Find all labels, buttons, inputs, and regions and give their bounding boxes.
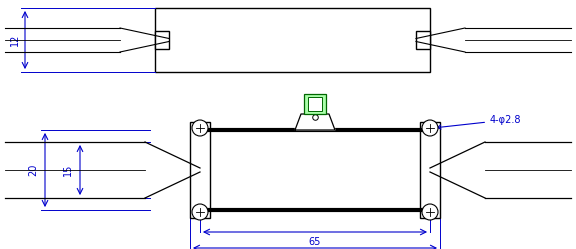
Bar	[155, 31, 169, 49]
Bar	[190, 122, 210, 218]
Bar	[308, 97, 321, 111]
Circle shape	[192, 120, 208, 136]
Text: 12: 12	[10, 34, 20, 46]
Bar	[155, 8, 430, 72]
Circle shape	[422, 120, 438, 136]
Text: 65: 65	[309, 237, 321, 247]
Bar	[420, 122, 440, 218]
Bar	[416, 31, 430, 49]
Text: 4-φ2.8: 4-φ2.8	[437, 115, 521, 129]
Circle shape	[422, 204, 438, 220]
Circle shape	[192, 204, 208, 220]
Bar	[200, 130, 430, 210]
Polygon shape	[295, 114, 335, 130]
Text: 15: 15	[63, 164, 73, 176]
Bar	[304, 94, 326, 114]
Text: 20: 20	[28, 164, 38, 176]
